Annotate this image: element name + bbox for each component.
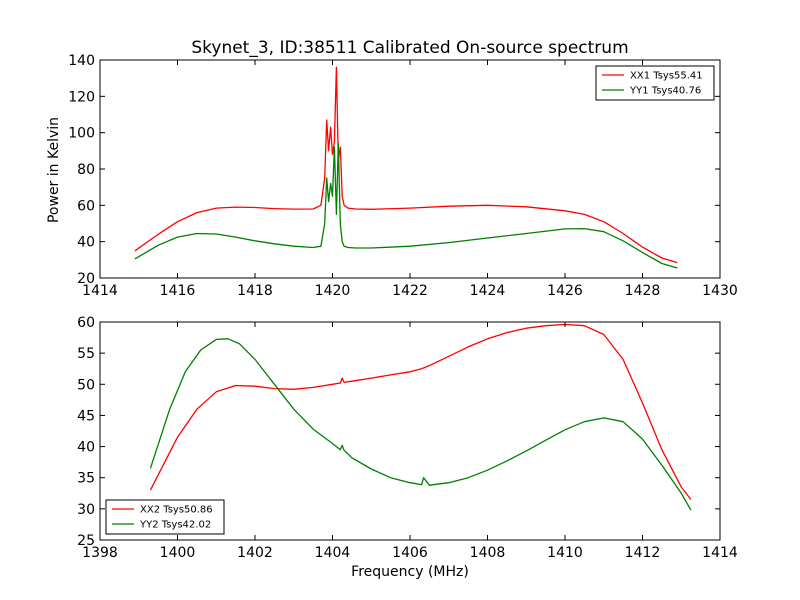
panel-2-legend-label-1: XX2 Tsys50.86 — [140, 505, 213, 516]
chart-title: Skynet_3, ID:38511 Calibrated On-source … — [191, 38, 628, 58]
panel-1-series-line-2 — [134, 142, 678, 269]
panel-1-y-tick-label: 80 — [77, 162, 95, 178]
panel-1-x-tick-label: 1430 — [702, 283, 738, 299]
panel-2-x-tick-label: 1398 — [82, 545, 118, 561]
panel-2-x-tick-label: 1400 — [160, 545, 196, 561]
panel-2-legend-label-2: YY2 Tsys42.02 — [139, 520, 211, 531]
panel-1-y-tick-label: 100 — [68, 126, 95, 142]
top-y-axis-label: Power in Kelvin — [46, 117, 62, 223]
panel-2-y-tick-label: 40 — [77, 440, 95, 456]
panel-1-y-tick-label: 120 — [68, 89, 95, 105]
panel-2-x-tick-label: 1402 — [237, 545, 273, 561]
panel-1-y-tick-label: 20 — [77, 271, 95, 287]
panel-2-y-tick-label: 55 — [77, 346, 95, 362]
panel-2-x-tick-label: 1414 — [702, 545, 738, 561]
panel-1-y-tick-label: 60 — [77, 198, 95, 214]
panel-2-y-tick-label: 50 — [77, 377, 95, 393]
panel-2-y-tick-label: 45 — [77, 408, 95, 424]
panel-1-legend-box — [595, 65, 715, 101]
panel-1-y-tick-label: 140 — [68, 53, 95, 69]
panel-2-x-tick-label: 1412 — [625, 545, 661, 561]
panel-1-x-tick-label: 1424 — [470, 283, 506, 299]
panel-1-x-tick-label: 1416 — [160, 283, 196, 299]
panel-1-x-tick-label: 1420 — [315, 283, 351, 299]
panel-2-series-line-1 — [149, 323, 692, 500]
panel-2-x-tick-label: 1410 — [547, 545, 583, 561]
panel-2-y-tick-label: 25 — [77, 533, 95, 549]
panel-2-legend-box — [105, 499, 225, 535]
panel-2-series-line-2 — [149, 338, 692, 511]
panel-1-x-tick-label: 1418 — [237, 283, 273, 299]
panel-2-y-tick-label: 60 — [77, 315, 95, 331]
panel-1-x-tick-label: 1428 — [625, 283, 661, 299]
panel-1-series-line-1 — [134, 66, 678, 264]
panel-1-x-tick-label: 1426 — [547, 283, 583, 299]
panel-2-y-tick-label: 35 — [77, 471, 95, 487]
panel-1-legend-label-1: XX1 Tsys55.41 — [630, 71, 703, 82]
panel-2-y-tick-label: 30 — [77, 502, 95, 518]
panel-1-x-tick-label: 1422 — [392, 283, 428, 299]
panel-1-legend-label-2: YY1 Tsys40.76 — [629, 86, 701, 97]
panel-2-x-tick-label: 1408 — [470, 545, 506, 561]
panel-1-x-tick-label: 1414 — [82, 283, 118, 299]
panel-1-y-tick-label: 40 — [77, 235, 95, 251]
panel-2-x-tick-label: 1404 — [315, 545, 351, 561]
bottom-x-axis-label: Frequency (MHz) — [351, 564, 469, 580]
panel-2-x-tick-label: 1406 — [392, 545, 428, 561]
